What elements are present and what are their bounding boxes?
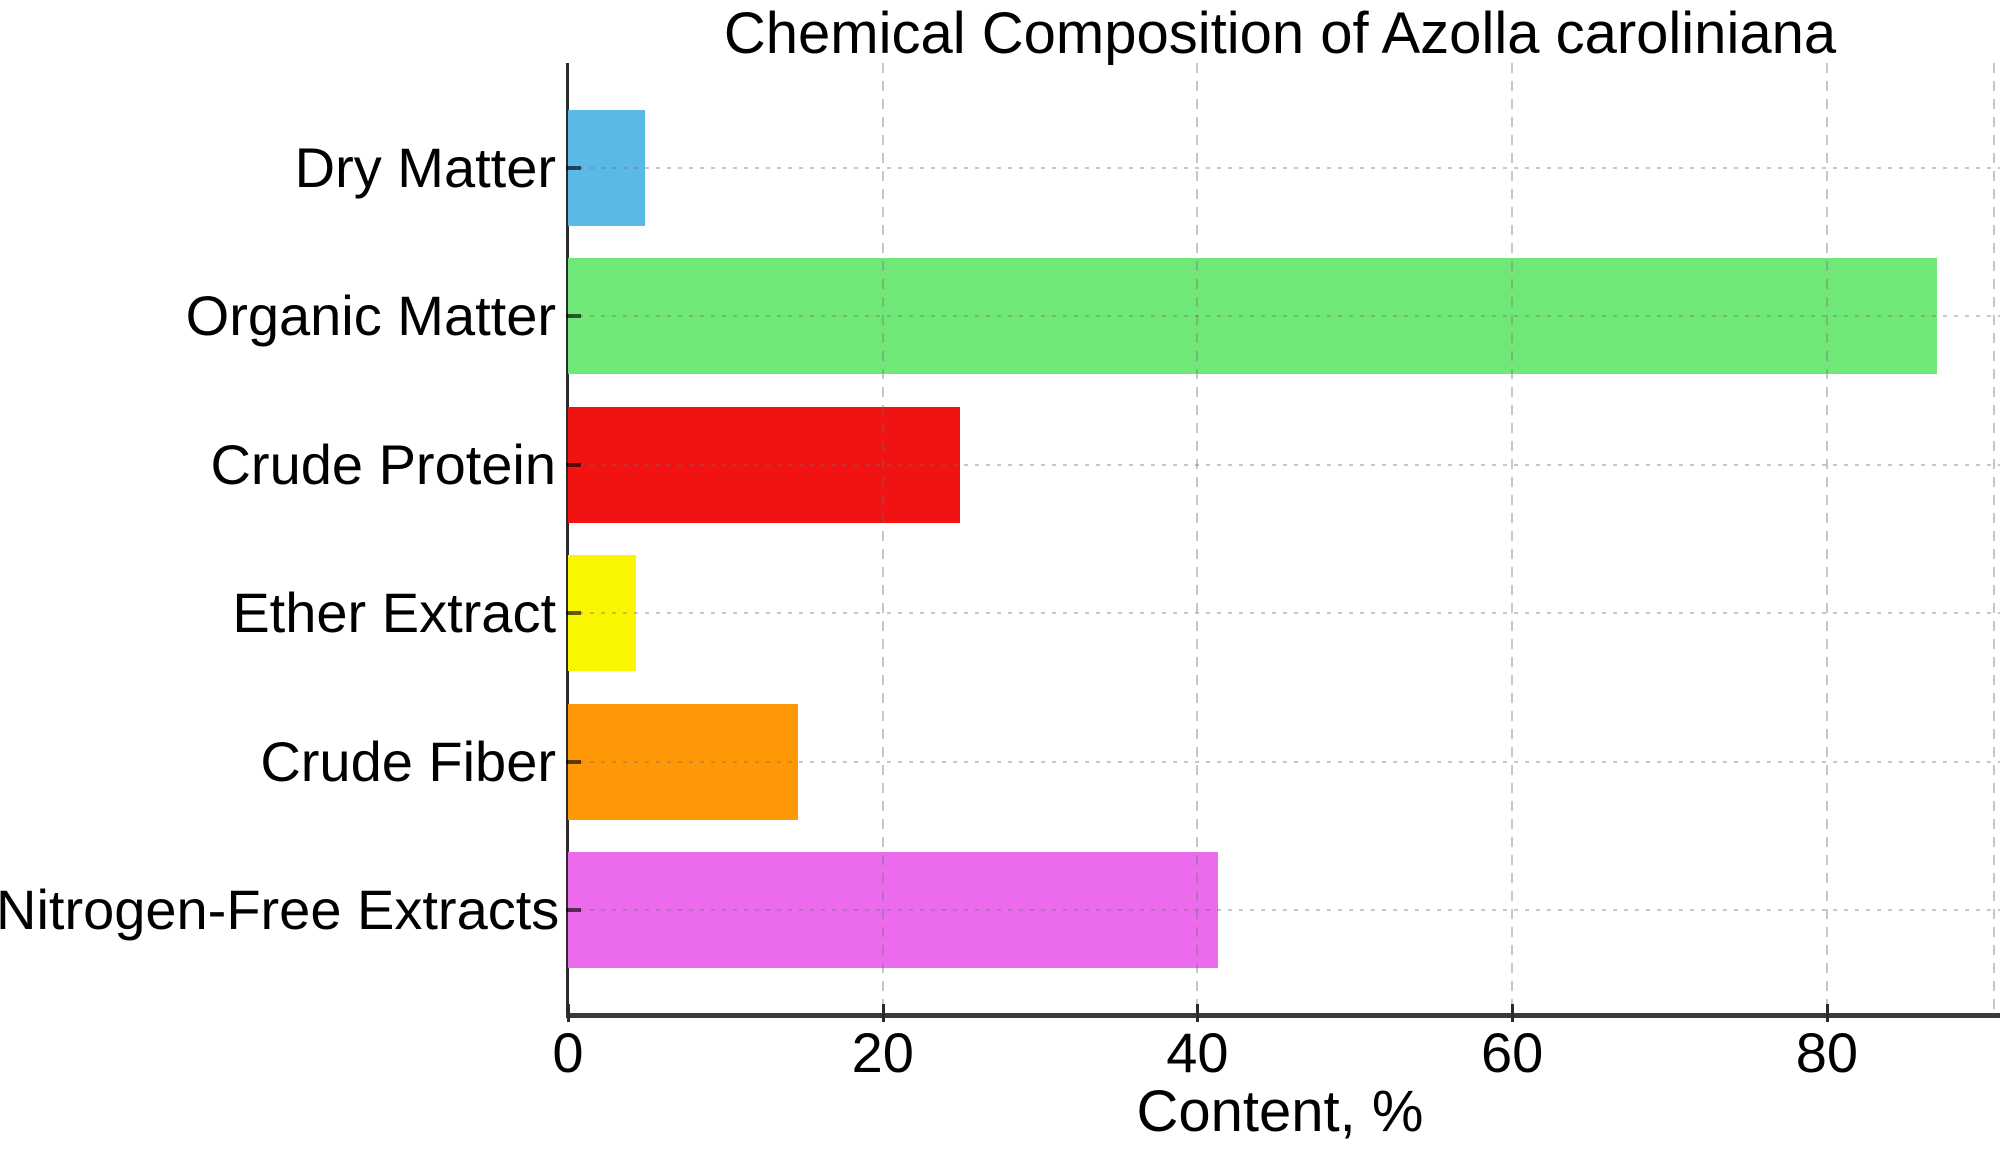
y-tick-mark-4	[566, 759, 581, 764]
horizontal-gridline-0	[568, 167, 2000, 169]
x-tick-label-40: 40	[1166, 1021, 1229, 1084]
horizontal-gridline-2	[568, 463, 2000, 466]
x-tick-mark-60	[1511, 1004, 1515, 1022]
vertical-gridline-80	[1825, 63, 1828, 1015]
plot-area	[568, 63, 2000, 1015]
x-tick-label-60: 60	[1481, 1021, 1544, 1084]
x-tick-label-80: 80	[1795, 1021, 1859, 1084]
plot-right-border	[1993, 63, 1995, 1015]
category-label-organic-matter: Organic Matter	[185, 284, 556, 348]
y-tick-mark-5	[566, 908, 581, 912]
horizontal-gridline-5	[568, 909, 2000, 911]
category-label-crude-protein: Crude Protein	[210, 432, 556, 496]
horizontal-gridline-4	[568, 760, 2000, 763]
vertical-gridline-40	[1196, 63, 1199, 1015]
bar-organic-matter	[568, 258, 1938, 375]
y-tick-mark-0	[566, 166, 581, 170]
bar-crude-protein	[568, 406, 960, 523]
category-label-dry-matter: Dry Matter	[294, 136, 556, 199]
category-label-ether-extract: Ether Extract	[232, 581, 556, 645]
category-label-crude-fiber: Crude Fiber	[260, 729, 556, 793]
x-tick-mark-0	[567, 1004, 570, 1022]
x-tick-label-20: 20	[851, 1021, 914, 1084]
vertical-gridline-60	[1511, 63, 1514, 1015]
vertical-gridline-20	[881, 63, 884, 1015]
horizontal-gridline-3	[568, 612, 2000, 615]
category-label-nitrogen-free-extracts: Nitrogen-Free Extracts	[0, 878, 560, 941]
y-axis-line	[566, 63, 569, 1016]
y-tick-mark-1	[566, 314, 581, 319]
chart-title: Chemical Composition of Azolla carolinia…	[723, 1, 1837, 66]
bar-crude-fiber	[568, 703, 798, 820]
bar-nitrogen-free-extracts	[568, 852, 1218, 968]
x-tick-mark-80	[1825, 1004, 1829, 1022]
y-tick-mark-2	[566, 462, 581, 467]
x-axis-line	[566, 1013, 2000, 1018]
y-tick-mark-3	[566, 611, 581, 616]
x-tick-mark-20	[881, 1004, 885, 1022]
horizontal-gridline-1	[568, 315, 2000, 318]
x-tick-label-0: 0	[552, 1021, 584, 1084]
x-axis-label: Content, %	[1136, 1079, 1424, 1144]
x-tick-mark-40	[1196, 1004, 1200, 1022]
